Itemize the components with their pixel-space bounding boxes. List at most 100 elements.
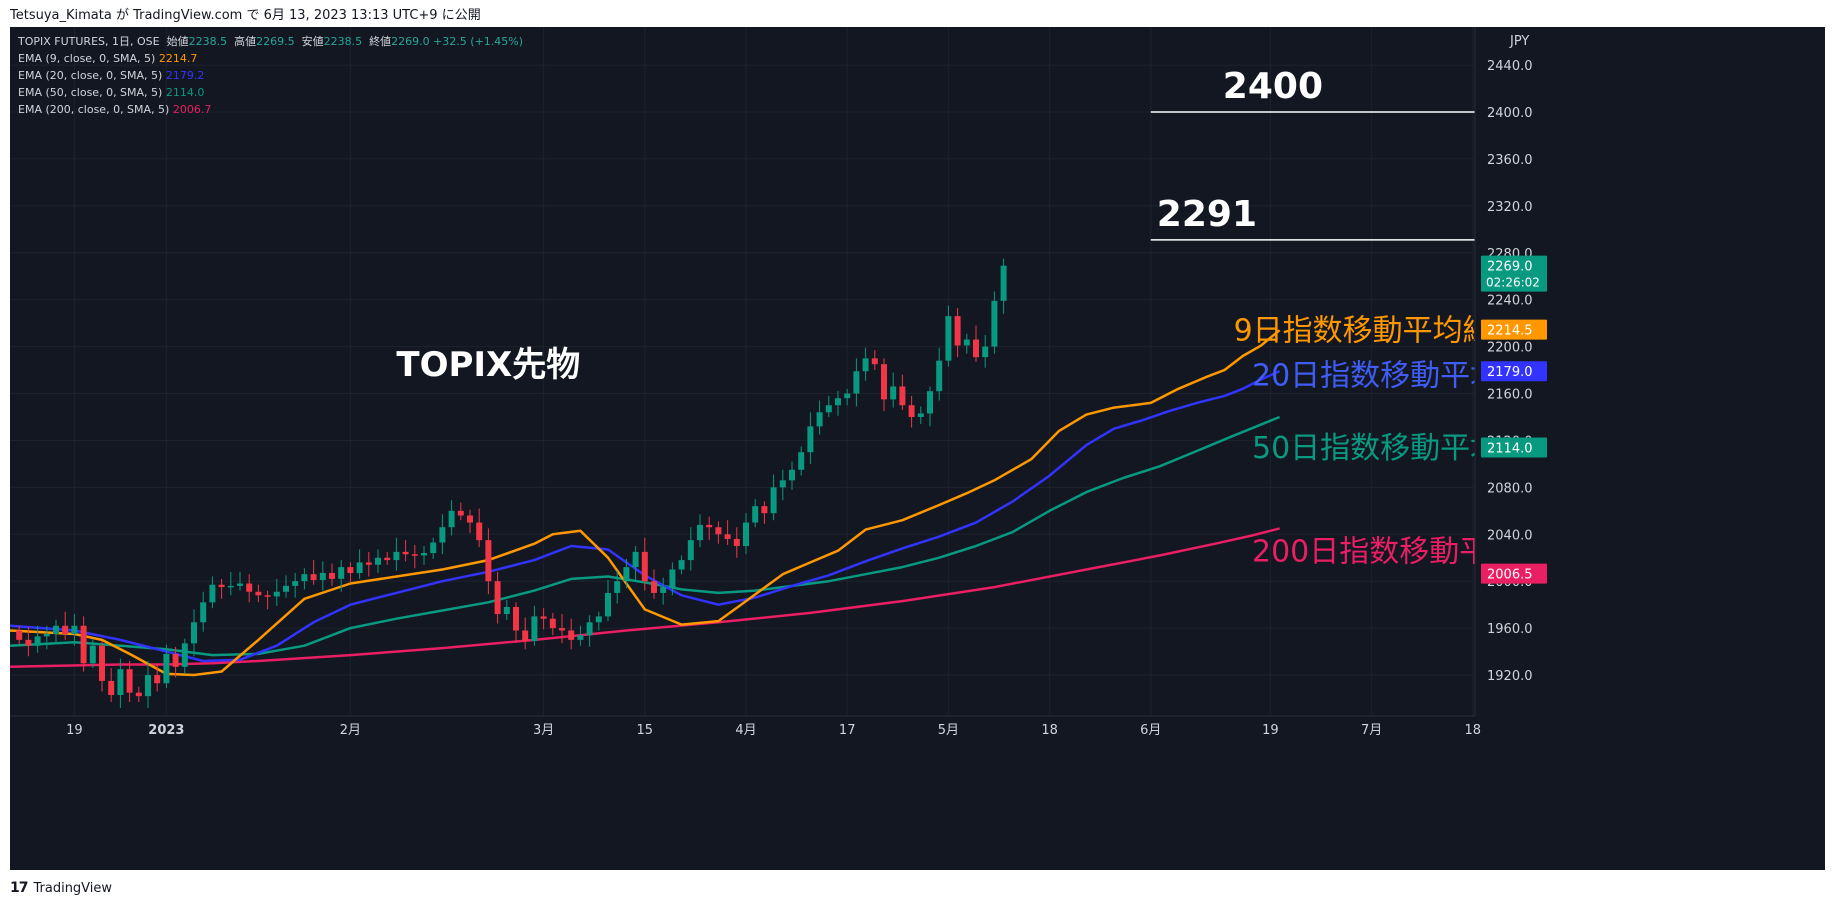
- candle: [669, 569, 676, 588]
- level-label-2291: 2291: [1157, 194, 1257, 235]
- price-badge: 2179.0: [1481, 361, 1547, 382]
- candle: [494, 581, 501, 615]
- countdown-label: 02:26:02: [1486, 276, 1540, 290]
- candle: [963, 339, 970, 346]
- open-value: 2238.5: [188, 35, 228, 48]
- candle: [163, 653, 170, 684]
- price-badge-value: 2269.0: [1487, 260, 1533, 275]
- x-tick-label: 3月: [533, 723, 554, 738]
- chart-frame[interactable]: 2400 2291 TOPIX先物 9日指数移動平均線 20日指数移動平均線 50日指数移…: [10, 27, 1825, 870]
- candle: [430, 542, 437, 554]
- ema-200-value: 2006.7: [172, 103, 212, 116]
- y-tick-label: 1960.0: [1487, 622, 1533, 637]
- grid: [10, 27, 1475, 716]
- chart-legend: TOPIX FUTURES, 1日, OSE 始値2238.5 高値2269.5…: [18, 33, 523, 118]
- legend-ema-20[interactable]: EMA (20, close, 0, SMA, 5) 2179.2: [18, 67, 523, 84]
- candle: [549, 618, 556, 629]
- price-chart[interactable]: 24002291TOPIX先物9日指数移動平均線20日指数移動平均線50日指数移…: [10, 27, 1825, 870]
- ema-50-value: 2114.0: [165, 86, 205, 99]
- currency-label: JPY: [1509, 34, 1529, 49]
- candle: [715, 527, 722, 535]
- symbol-row[interactable]: TOPIX FUTURES, 1日, OSE 始値2238.5 高値2269.5…: [18, 33, 523, 50]
- candle: [200, 602, 207, 623]
- candle: [264, 595, 271, 597]
- candle: [678, 560, 685, 570]
- candle: [89, 645, 96, 664]
- y-tick-label: 1920.0: [1487, 669, 1533, 684]
- candle: [660, 587, 667, 593]
- candle: [467, 515, 473, 523]
- candle: [881, 364, 887, 400]
- candle: [825, 405, 832, 413]
- candle: [283, 585, 289, 592]
- candle: [513, 607, 519, 631]
- candle: [761, 506, 768, 514]
- candle: [319, 572, 326, 581]
- candle: [439, 527, 446, 543]
- candle: [614, 581, 621, 593]
- candle: [16, 630, 23, 640]
- x-tick-label: 2023: [148, 723, 184, 738]
- candle: [945, 316, 952, 361]
- legend-ema-200[interactable]: EMA (200, close, 0, SMA, 5) 2006.7: [18, 101, 523, 118]
- x-tick-label: 19: [1262, 723, 1279, 738]
- candle: [292, 581, 299, 586]
- candle: [632, 551, 639, 568]
- candle: [752, 506, 759, 523]
- tradingview-brand[interactable]: TradingView: [33, 880, 113, 896]
- candle: [411, 554, 418, 556]
- candle: [237, 583, 243, 586]
- y-tick-label: 2440.0: [1487, 59, 1533, 74]
- price-badge-value: 2179.0: [1487, 365, 1533, 380]
- candle: [181, 643, 188, 667]
- y-tick-label: 2160.0: [1487, 388, 1533, 403]
- candle: [393, 551, 400, 561]
- candle: [99, 645, 105, 681]
- candle: [724, 534, 731, 539]
- candle: [908, 405, 915, 417]
- candle: [255, 591, 262, 596]
- time-axis: [10, 716, 1825, 870]
- candle: [503, 607, 510, 615]
- low-label: 安値: [301, 35, 324, 48]
- x-tick-label: 18: [1465, 723, 1482, 738]
- ema-line: [10, 370, 1281, 663]
- price-badge: 2214.5: [1481, 319, 1547, 340]
- candle: [779, 480, 786, 488]
- candle: [402, 551, 409, 555]
- candle: [816, 412, 823, 427]
- price-badge: 2006.5: [1481, 563, 1547, 584]
- candle: [485, 540, 492, 582]
- candle: [421, 553, 427, 556]
- legend-ema-50[interactable]: EMA (50, close, 0, SMA, 5) 2114.0: [18, 84, 523, 101]
- candle: [697, 524, 703, 541]
- price-badge-box: [1481, 319, 1547, 340]
- candle: [476, 522, 483, 541]
- ema-50-label: EMA (50, close, 0, SMA, 5): [18, 86, 163, 99]
- candle: [733, 538, 740, 547]
- candle: [273, 591, 280, 597]
- annotation-label: TOPIX先物: [396, 345, 580, 385]
- candle: [209, 584, 216, 603]
- price-badge-value: 2214.5: [1487, 324, 1533, 339]
- candle: [365, 562, 372, 565]
- candle: [577, 635, 584, 640]
- candle: [329, 572, 335, 579]
- candle: [936, 360, 943, 392]
- change-value: +32.5 (+1.45%): [433, 35, 524, 48]
- legend-ema-9[interactable]: EMA (9, close, 0, SMA, 5) 2214.7: [18, 50, 523, 67]
- x-tick-label: 17: [839, 723, 856, 738]
- candle: [798, 452, 805, 470]
- price-badge-box: [1481, 437, 1547, 458]
- published-by-text: Tetsuya_Kimata が TradingView.com で 6月 13…: [10, 8, 481, 23]
- y-tick-label: 2080.0: [1487, 481, 1533, 496]
- candle: [117, 669, 124, 695]
- y-tick-label: 2240.0: [1487, 294, 1533, 309]
- candle: [457, 510, 464, 516]
- ema-line: [10, 527, 1280, 669]
- candle: [43, 633, 50, 637]
- ema-20-value: 2179.2: [165, 69, 205, 82]
- candle: [34, 636, 41, 646]
- candle: [347, 567, 354, 573]
- close-value: 2269.0: [391, 35, 430, 48]
